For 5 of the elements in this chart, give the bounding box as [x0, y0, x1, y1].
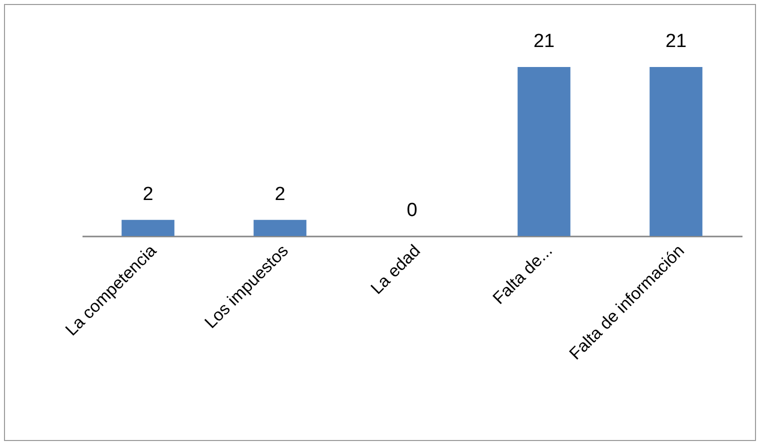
- data-label: 2: [274, 184, 286, 205]
- data-label: 2: [142, 184, 154, 205]
- data-label: 21: [665, 31, 687, 52]
- data-label: 21: [533, 31, 555, 52]
- data-label: 0: [406, 200, 418, 221]
